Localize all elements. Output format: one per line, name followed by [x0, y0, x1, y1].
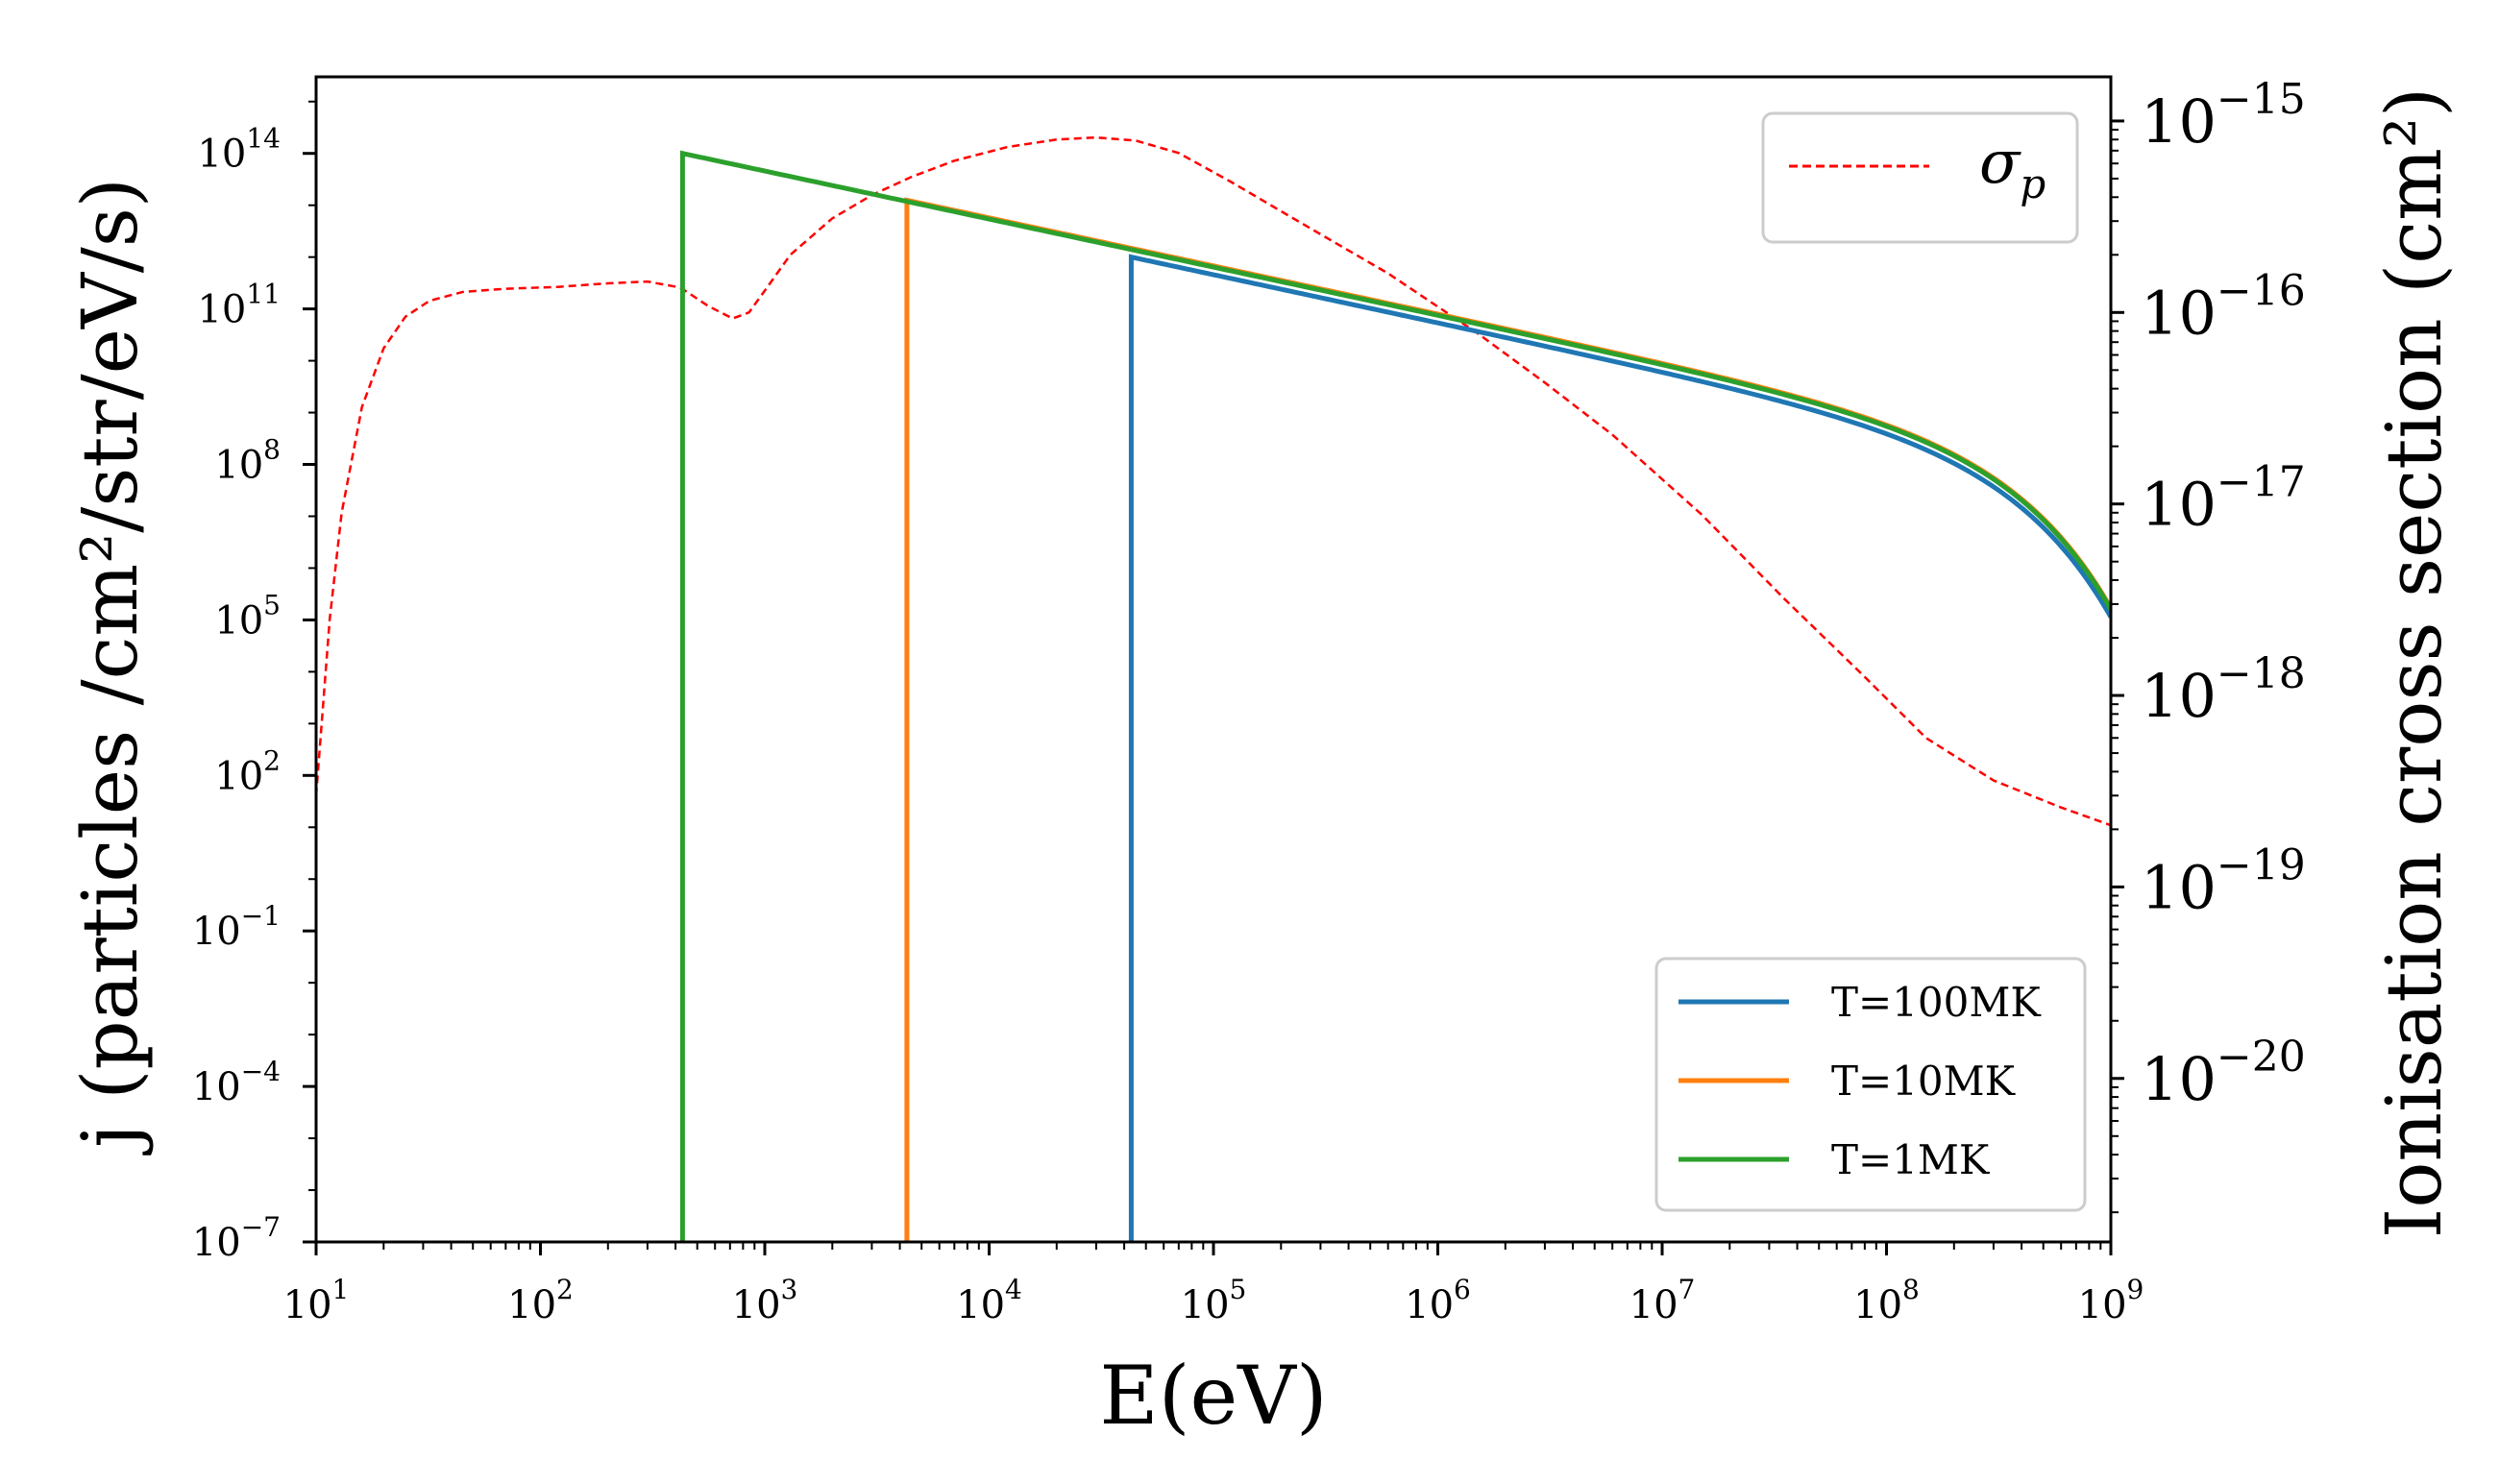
- y-right-tick-label: 10−17: [2141, 458, 2306, 540]
- x-tick-label: 107: [1629, 1274, 1696, 1327]
- x-tick-label: 104: [956, 1274, 1022, 1327]
- x-tick-label: 109: [2078, 1274, 2144, 1327]
- series-line-T=1MK: [679, 150, 2111, 1242]
- x-tick-label: 108: [1853, 1274, 1920, 1327]
- legend-label-T=1MK: T=1MK: [1831, 1136, 1991, 1183]
- x-tick-label: 101: [283, 1274, 350, 1327]
- tick-labels-layer: 101 102 103 104 105 106 107 108 109 1014 1011 108 10…: [192, 75, 2306, 1327]
- y-left-tick-label: 10−4: [192, 1056, 281, 1109]
- legend-label-T=100MK: T=100MK: [1831, 979, 2042, 1026]
- legend-cross-section-frame: [1761, 111, 2079, 244]
- y-left-tick-label: 10−1: [192, 900, 281, 954]
- legend-spectra: T=100MK T=10MK T=1MK: [1654, 957, 2087, 1212]
- y-right-tick-label: 10−18: [2141, 649, 2306, 731]
- series-line-T=100MK: [1128, 254, 2111, 1242]
- legend-cross-section: σp: [1761, 111, 2079, 244]
- legend-sigma-label: σp: [1979, 127, 2046, 207]
- legend-label-T=10MK: T=10MK: [1831, 1058, 2017, 1105]
- x-tick-label: 103: [732, 1274, 798, 1327]
- series-cross-section: [316, 135, 2111, 827]
- x-tick-label: 102: [507, 1274, 574, 1327]
- y-right-tick-label: 10−15: [2141, 75, 2306, 157]
- plot-area: [316, 135, 2111, 1242]
- y-left-tick-label: 105: [214, 589, 281, 643]
- y-right-axis-title: Ionisation cross section (cm²): [2369, 87, 2459, 1238]
- y-left-axis-title: j (particles /cm²/str/eV/s): [65, 178, 155, 1156]
- y-right-tick-label: 10−20: [2141, 1033, 2306, 1114]
- y-left-tick-label: 10−7: [192, 1211, 281, 1265]
- y-left-tick-label: 102: [214, 744, 281, 798]
- y-left-tick-label: 1014: [197, 123, 281, 177]
- y-right-tick-label: 10−16: [2141, 266, 2306, 348]
- ticks-layer: [303, 100, 2124, 1255]
- x-axis-title: E(eV): [1099, 1349, 1327, 1443]
- y-left-tick-label: 108: [214, 434, 281, 488]
- y-right-tick-label: 10−19: [2141, 840, 2306, 922]
- x-tick-label: 105: [1181, 1274, 1247, 1327]
- y-left-tick-label: 1011: [197, 279, 281, 332]
- x-tick-label: 106: [1405, 1274, 1471, 1327]
- legend-spectra-frame: [1654, 957, 2087, 1212]
